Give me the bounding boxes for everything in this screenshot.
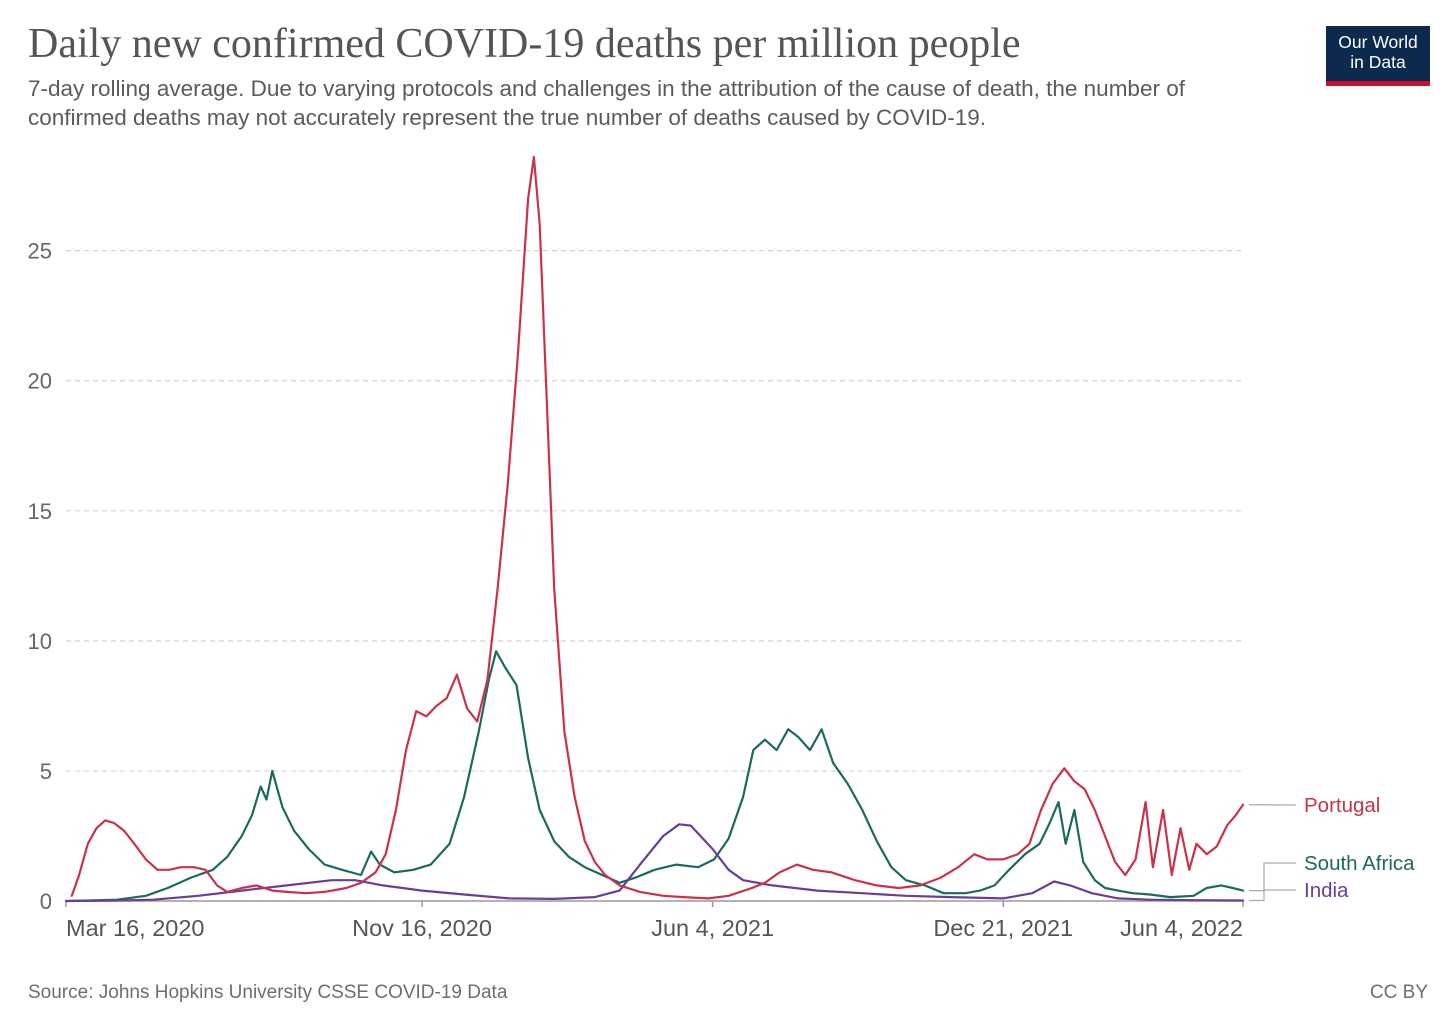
legend-label-india: India	[1304, 879, 1349, 902]
y-tick-label-10: 10	[28, 629, 52, 654]
legend-leader-india	[1249, 889, 1296, 902]
series-line-india	[64, 823, 1245, 903]
x-tick-label-1: Nov 16, 2020	[352, 915, 492, 941]
series-line-south-africa	[64, 650, 1245, 903]
chart-title: Daily new confirmed COVID-19 deaths per …	[28, 21, 1021, 67]
x-tick-label-3: Dec 21, 2021	[933, 915, 1073, 941]
x-tick-label-2: Jun 4, 2021	[651, 915, 774, 941]
x-tick-label-0: Mar 16, 2020	[66, 915, 204, 941]
x-tick-label-4: Jun 4, 2022	[1120, 915, 1243, 941]
y-tick-label-5: 5	[40, 759, 52, 784]
source-note[interactable]: Source: Johns Hopkins University CSSE CO…	[28, 982, 508, 1003]
series-line-portugal	[70, 155, 1245, 900]
logo-line-2: in Data	[1350, 52, 1406, 72]
logo-line-1: Our World	[1338, 32, 1418, 52]
legend-leader-south-africa	[1249, 862, 1296, 892]
y-tick-label-0: 0	[40, 889, 52, 914]
y-tick-label-20: 20	[28, 369, 52, 394]
y-tick-label-15: 15	[28, 499, 52, 524]
y-tick-label-25: 25	[28, 239, 52, 264]
legend-label-south-africa: South Africa	[1304, 852, 1415, 875]
legend-label-portugal: Portugal	[1304, 794, 1380, 817]
license-link[interactable]: CC BY	[1369, 982, 1428, 1003]
our-world-in-data-logo[interactable]: Our World in Data	[1326, 26, 1430, 86]
chart-subtitle: 7-day rolling average. Due to varying pr…	[28, 76, 1185, 130]
